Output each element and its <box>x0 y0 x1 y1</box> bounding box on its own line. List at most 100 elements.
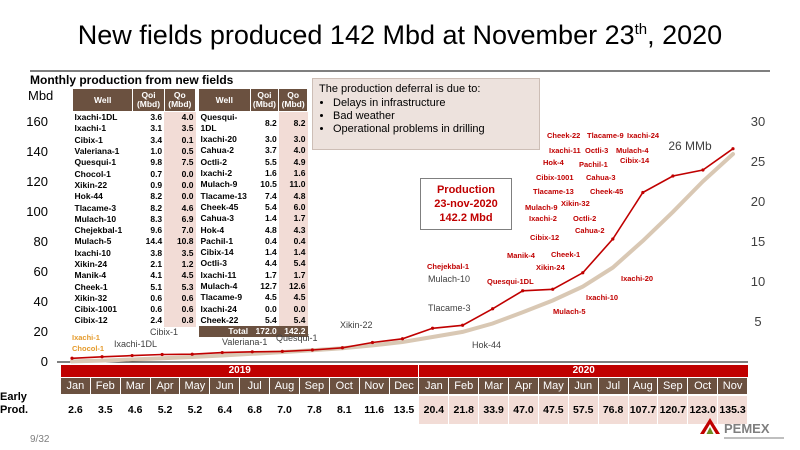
well-annotation: Quesqui-1DL <box>487 277 534 286</box>
early-prod-value: 7.0 <box>277 404 292 416</box>
table-row: Pachil-1 0.4 0.4 <box>199 235 308 247</box>
well-annotation: Hok-44 <box>472 340 502 350</box>
cumulative-series-line <box>70 152 735 364</box>
reason-item: Operational problems in drilling <box>333 123 533 136</box>
qo-value: 4.0 <box>278 145 308 157</box>
qoi-value: 0.9 <box>150 179 163 190</box>
y-tick-label: 160 <box>26 114 48 129</box>
qo-value: 11.0 <box>278 179 308 191</box>
qoi-value: 2.1 <box>150 259 163 269</box>
well-annotation: Manik-4 <box>507 251 535 260</box>
qoi-value: 5.1 <box>150 281 163 292</box>
well-name: Hok-4 <box>200 224 225 235</box>
total-value: 142.2 <box>278 326 308 338</box>
peak-label: 26 MMb <box>668 139 712 153</box>
table-total-row: Total 172.0 142.2 <box>198 326 308 338</box>
y-tick-label: 0 <box>41 354 48 369</box>
table-row: Manik-4 4.1 4.5 <box>73 270 196 282</box>
early-prod-value: 3.5 <box>97 404 113 416</box>
qo-value: 7.0 <box>164 224 196 237</box>
well-name: Ixachi-11 <box>200 269 237 280</box>
y-tick-label: 100 <box>26 204 48 219</box>
qoi-value: 3.8 <box>150 247 163 258</box>
col-well: Well <box>71 88 134 112</box>
table-row: Hok-44 8.2 0.0 <box>73 191 196 203</box>
qo-value: 1.4 <box>278 246 308 259</box>
well-annotation: Hok-4 <box>543 158 564 167</box>
qoi-value: 5.4 <box>264 201 277 212</box>
well-name: Xikin-32 <box>74 292 108 303</box>
well-annotation: Cibix-1 <box>150 327 179 337</box>
qo-value: 1.7 <box>278 269 308 281</box>
qo-value: 0.4 <box>278 235 308 247</box>
well-annotation: Octli-2 <box>573 214 597 223</box>
production-point <box>70 356 74 360</box>
production-point <box>581 271 585 275</box>
qoi-value: 9.6 <box>150 225 163 236</box>
well-name: Tlacame-9 <box>200 292 243 303</box>
qoi-value: 1.4 <box>264 213 277 224</box>
production-point <box>130 353 134 358</box>
well-annotation: Valeriana-1 <box>222 337 268 347</box>
production-point <box>430 326 435 330</box>
y2-tick-label: 15 <box>751 234 765 249</box>
table-row: Xikin-32 0.6 0.6 <box>73 292 196 305</box>
y-tick-label: 20 <box>34 324 48 339</box>
well-annotation: Xikin-22 <box>340 320 373 330</box>
month-label: May <box>180 378 210 394</box>
table-row: Tlacame-9 4.5 4.5 <box>199 292 308 304</box>
table-row: Ixachi-10 3.8 3.5 <box>73 247 196 259</box>
table-row: Quesqui-1 9.8 7.5 <box>73 157 196 169</box>
well-name: Ixachi-1 <box>74 123 107 134</box>
early-prod-value: 57.5 <box>568 396 598 424</box>
well-name: Ixachi-10 <box>74 247 111 258</box>
qoi-value: 8.2 <box>150 202 163 213</box>
production-point <box>491 307 495 311</box>
early-prod-value: 2.6 <box>68 404 83 416</box>
table-row: Ixachi-24 0.0 0.0 <box>199 303 308 315</box>
early-prod-value: 21.8 <box>449 396 479 424</box>
well-annotation: Mulach-9 <box>525 203 558 212</box>
well-name: Mulach-10 <box>74 213 117 224</box>
well-name: Hok-44 <box>74 191 103 202</box>
table-row: Chejekbal-1 9.6 7.0 <box>73 224 196 237</box>
y-tick-label: 140 <box>26 144 48 159</box>
production-point <box>460 323 465 327</box>
well-annotation: Octli-3 <box>585 146 609 155</box>
production-point <box>641 190 645 195</box>
month-label: Apr <box>509 378 538 394</box>
qoi-value: 8.2 <box>264 117 277 128</box>
well-annotation: Cibix-1001 <box>536 173 574 182</box>
qo-value: 1.7 <box>278 213 308 225</box>
well-annotation: Ixachi-11 <box>549 146 581 155</box>
well-annotation: Xikin-24 <box>536 263 565 272</box>
well-name: Chejekbal-1 <box>74 225 123 236</box>
table-row: Xikin-22 0.9 0.0 <box>73 179 196 192</box>
early-prod-value: 123.0 <box>688 396 718 424</box>
early-prod-value: 47.5 <box>538 396 568 424</box>
production-point <box>280 349 284 353</box>
title-divider <box>30 70 770 72</box>
well-name: Cheek-1 <box>74 281 108 292</box>
table-row: Cheek-45 5.4 6.0 <box>199 201 308 214</box>
production-point <box>701 168 705 172</box>
month-label: Nov <box>359 378 389 394</box>
page-number: 9/32 <box>30 434 50 445</box>
month-label: Jun <box>210 378 240 394</box>
well-annotation: Chejekbal-1 <box>427 262 470 271</box>
well-name: Cibix-14 <box>200 247 234 258</box>
table-row: Mulach-10 8.3 6.9 <box>73 213 196 225</box>
month-label: Dec <box>389 378 419 394</box>
qoi-value: 5.5 <box>264 156 277 167</box>
table-row: Cheek-1 5.1 5.3 <box>73 281 196 293</box>
production-point <box>250 350 254 354</box>
qo-value: 0.6 <box>164 304 196 316</box>
y2-tick-label: 5 <box>754 314 761 329</box>
y-tick-label: 40 <box>34 294 48 309</box>
total-value: 172.0 <box>250 326 279 338</box>
callout-line: Production <box>436 184 496 196</box>
table-row: Octli-3 4.4 5.4 <box>199 258 308 270</box>
well-name: Quesqui-1 <box>74 157 117 168</box>
early-prod-value: 47.0 <box>509 396 538 424</box>
production-point <box>100 355 104 359</box>
